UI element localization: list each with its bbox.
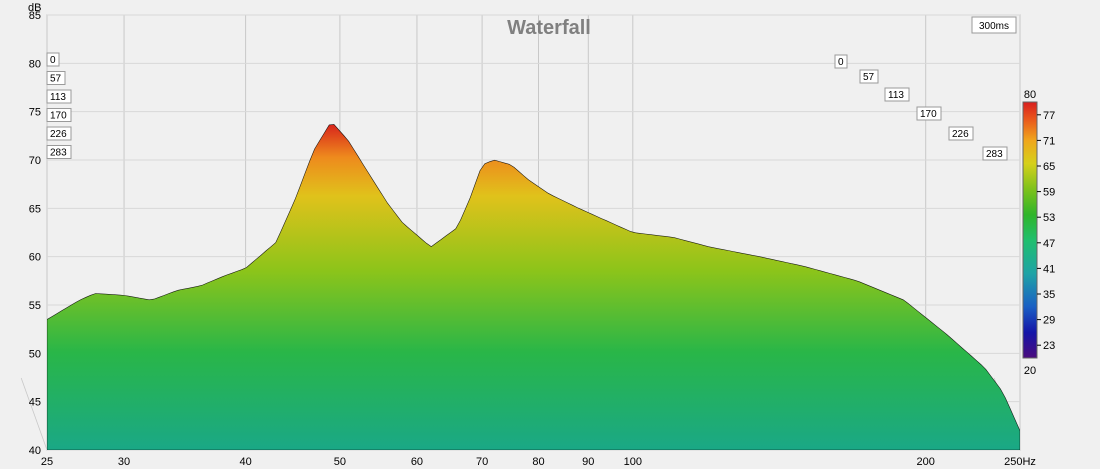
y-tick-label: 70 (29, 155, 41, 167)
time-window-label: 300ms (979, 21, 1009, 32)
time-label-left: 283 (46, 145, 72, 159)
time-label-right-text: 283 (986, 149, 1003, 160)
color-scale-tick: 35 (1043, 289, 1055, 301)
color-scale-tick: 65 (1043, 161, 1055, 173)
color-scale-tick: 47 (1043, 238, 1055, 250)
y-tick-label: 40 (29, 445, 41, 457)
color-scale-bar (1022, 101, 1038, 359)
y-tick-label: 65 (29, 203, 41, 215)
time-label-left-text: 283 (50, 148, 67, 159)
time-label-right: 113 (884, 87, 910, 102)
y-tick-label: 60 (29, 252, 41, 264)
time-label-left-text: 113 (50, 92, 66, 103)
color-scale-tick: 59 (1043, 187, 1055, 199)
time-label-left-text: 170 (50, 111, 67, 122)
time-label-right-text: 226 (952, 129, 969, 140)
x-tick-label: 200 (917, 456, 935, 468)
color-scale-max: 80 (1024, 89, 1036, 101)
time-label-left: 226 (46, 126, 72, 141)
x-tick-label: 50 (334, 456, 346, 468)
y-tick-label: 75 (29, 107, 41, 119)
x-tick-label: 100 (624, 456, 642, 468)
time-labels: 0 57 113 170 226 283 0 57 113 170 226 283 (46, 52, 1008, 161)
waterfall-surface (47, 124, 1020, 450)
color-scale-tick: 29 (1043, 315, 1055, 327)
y-tick-label: 50 (29, 348, 41, 360)
time-label-right: 283 (982, 146, 1008, 161)
y-tick-label: 80 (29, 58, 41, 70)
chart-title: Waterfall (507, 17, 591, 39)
color-scale-tick: 77 (1043, 110, 1055, 122)
y-axis: 40 45 50 55 60 65 70 75 80 85 (29, 10, 41, 457)
time-label-right-text: 170 (920, 109, 937, 120)
x-axis: 25 30 40 50 60 70 80 90 100 200 250Hz (41, 456, 1036, 468)
y-tick-label: 85 (29, 10, 41, 22)
color-scale-tick: 23 (1043, 340, 1055, 352)
x-tick-label: 80 (532, 456, 544, 468)
y-tick-label: 45 (29, 397, 41, 409)
time-label-right: 57 (859, 69, 879, 84)
time-label-right-text: 0 (838, 57, 844, 68)
time-label-left: 170 (46, 108, 72, 122)
x-tick-label: 90 (582, 456, 594, 468)
x-tick-label: 250Hz (1004, 456, 1036, 468)
color-scale-tick: 41 (1043, 263, 1055, 275)
x-tick-label: 25 (41, 456, 53, 468)
x-tick-label: 60 (411, 456, 423, 468)
color-scale: 80 20 77 71 65 59 53 47 41 35 29 23 (1022, 89, 1055, 377)
time-label-right: 0 (834, 54, 848, 69)
time-window-box: 300ms (971, 16, 1017, 34)
x-tick-label: 70 (476, 456, 488, 468)
time-label-left: 57 (46, 71, 66, 85)
color-scale-tick: 53 (1043, 212, 1055, 224)
waterfall-slice (47, 124, 1020, 450)
time-label-left-text: 0 (50, 55, 56, 66)
time-label-right-text: 113 (888, 90, 904, 101)
time-label-right-text: 57 (863, 72, 875, 83)
x-tick-label: 30 (118, 456, 130, 468)
time-label-right: 226 (948, 126, 974, 141)
color-scale-tick: 71 (1043, 135, 1055, 147)
color-scale-min: 20 (1024, 365, 1036, 377)
y-axis-unit: dB (28, 2, 41, 14)
time-label-left: 0 (46, 52, 60, 67)
time-label-left-text: 226 (50, 129, 67, 140)
time-label-left-text: 57 (50, 74, 62, 85)
x-tick-label: 40 (239, 456, 251, 468)
time-label-left: 113 (46, 89, 72, 104)
time-label-right: 170 (916, 106, 942, 121)
y-tick-label: 55 (29, 300, 41, 312)
